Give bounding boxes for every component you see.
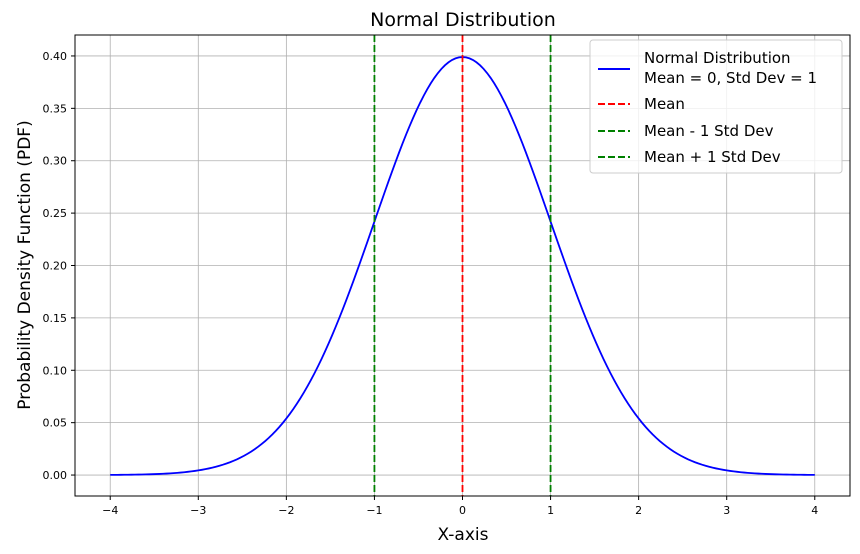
legend-label-normal-line2: Mean = 0, Std Dev = 1 bbox=[644, 69, 817, 87]
legend-label-normal: Normal Distribution Mean = 0, Std Dev = … bbox=[644, 49, 817, 87]
x-tick-label: −1 bbox=[366, 504, 382, 517]
chart-title: Normal Distribution bbox=[370, 9, 556, 31]
plot-area bbox=[110, 35, 815, 496]
legend-label-mean-plus: Mean + 1 Std Dev bbox=[644, 148, 781, 166]
x-tick-label: 4 bbox=[811, 504, 818, 517]
legend: Normal Distribution Mean = 0, Std Dev = … bbox=[589, 39, 843, 174]
y-tick-label: 0.20 bbox=[43, 260, 68, 273]
legend-label-mean-minus: Mean - 1 Std Dev bbox=[644, 122, 774, 140]
y-tick-label: 0.05 bbox=[43, 417, 68, 430]
legend-label-mean: Mean bbox=[644, 95, 685, 113]
y-tick-label: 0.30 bbox=[43, 155, 68, 168]
y-tick-label: 0.40 bbox=[43, 50, 68, 63]
x-tick-label: −4 bbox=[102, 504, 118, 517]
x-tick-label: −3 bbox=[190, 504, 206, 517]
y-tick-label: 0.00 bbox=[43, 469, 68, 482]
y-tick-label: 0.15 bbox=[43, 312, 68, 325]
x-axis: −4 −3 −2 −1 0 1 2 3 4 bbox=[102, 496, 818, 517]
x-tick-label: −2 bbox=[278, 504, 294, 517]
y-axis-title: Probability Density Function (PDF) bbox=[15, 120, 35, 409]
y-tick-label: 0.35 bbox=[43, 102, 68, 115]
y-axis: 0.00 0.05 0.10 0.15 0.20 0.25 0.30 0.35 0.40 bbox=[43, 50, 75, 482]
x-tick-label: 0 bbox=[459, 504, 466, 517]
x-tick-label: 2 bbox=[635, 504, 642, 517]
legend-box bbox=[589, 39, 843, 174]
x-tick-label: 1 bbox=[547, 504, 554, 517]
y-tick-label: 0.25 bbox=[43, 207, 68, 220]
x-axis-title: X-axis bbox=[438, 525, 489, 545]
y-tick-label: 0.10 bbox=[43, 364, 68, 377]
legend-label-normal-line1: Normal Distribution bbox=[644, 49, 791, 67]
x-tick-label: 3 bbox=[723, 504, 730, 517]
